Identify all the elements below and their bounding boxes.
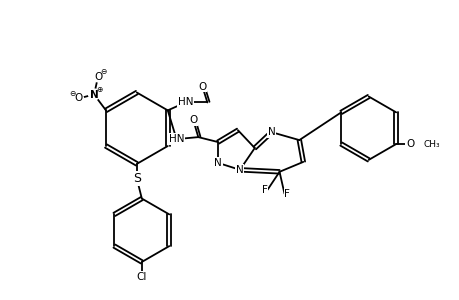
Text: ⊕: ⊕ — [96, 85, 102, 94]
Text: HN: HN — [178, 98, 193, 107]
Text: O: O — [189, 115, 197, 125]
Text: CH₃: CH₃ — [423, 140, 440, 148]
Text: F: F — [261, 184, 267, 195]
Text: Cl: Cl — [136, 272, 147, 282]
Text: HN: HN — [168, 134, 184, 144]
Text: N: N — [214, 158, 222, 168]
Text: N: N — [267, 127, 275, 137]
Text: F: F — [284, 189, 290, 199]
Text: N: N — [90, 89, 98, 100]
Text: O: O — [94, 72, 102, 82]
Text: ⊖: ⊖ — [100, 67, 106, 76]
Circle shape — [93, 71, 103, 82]
Text: N: N — [235, 165, 243, 175]
Text: O: O — [198, 82, 206, 92]
Text: ⊖: ⊖ — [69, 88, 76, 98]
Circle shape — [89, 89, 99, 100]
Text: O: O — [405, 139, 413, 149]
Circle shape — [73, 93, 83, 103]
Text: O: O — [74, 94, 82, 103]
Text: S: S — [133, 172, 140, 185]
